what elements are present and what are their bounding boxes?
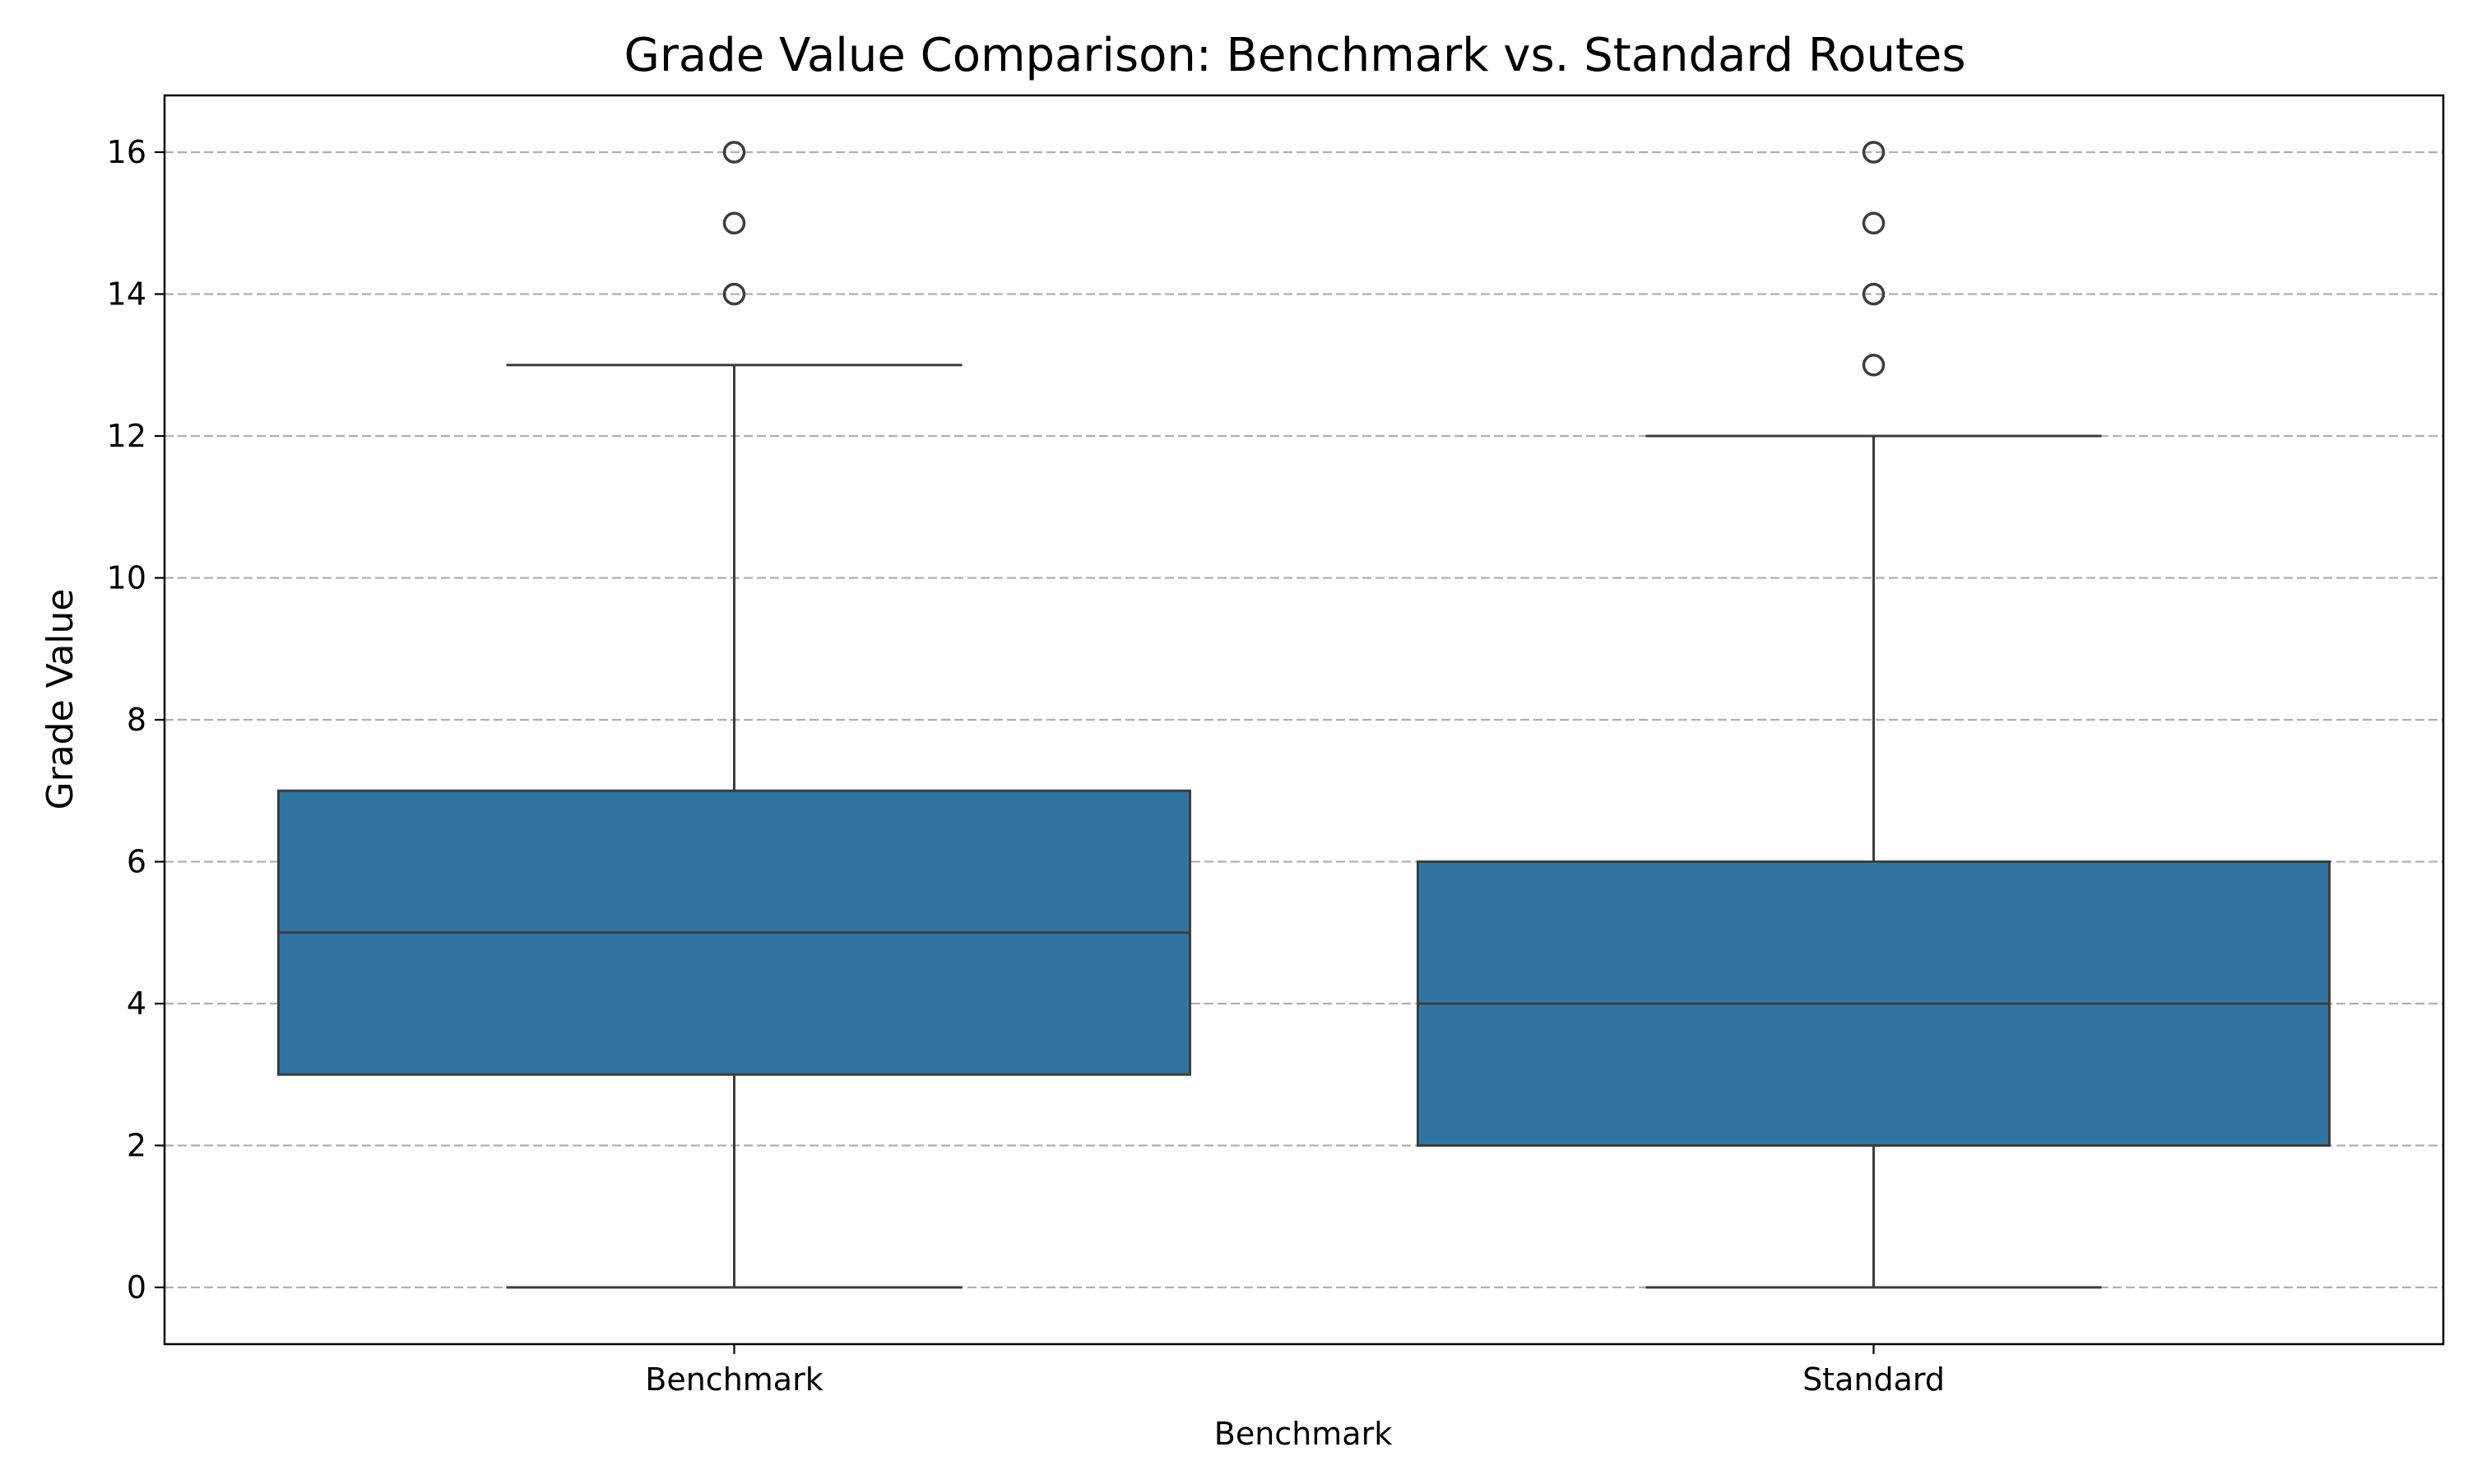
y-tick-label: 16 (107, 134, 146, 170)
y-tick-label: 8 (127, 702, 146, 738)
outlier-point (722, 211, 746, 234)
outlier-point (722, 141, 746, 164)
y-tick-label: 6 (127, 844, 146, 880)
box-group-standard (1417, 141, 2331, 1289)
x-tick-label: Benchmark (645, 1361, 823, 1398)
y-tick-label: 0 (127, 1269, 146, 1305)
axes-frame (163, 94, 2445, 1346)
y-tick-label: 2 (127, 1128, 146, 1164)
outlier-point (1862, 282, 1886, 306)
y-tick-label: 10 (107, 560, 146, 596)
y-tick-label: 4 (127, 985, 146, 1022)
outlier-point (1862, 141, 1886, 164)
y-tick-label: 14 (107, 276, 146, 313)
box-group-benchmark (277, 141, 1191, 1289)
outlier-point (1862, 354, 1886, 377)
y-axis-label: Grade Value (39, 589, 81, 810)
y-tick-label: 12 (107, 418, 146, 454)
chart-title: Grade Value Comparison: Benchmark vs. St… (624, 29, 1965, 82)
data-layer (277, 141, 2331, 1289)
outlier-point (1862, 211, 1886, 234)
x-tick-label: Standard (1802, 1361, 1945, 1398)
outlier-point (722, 282, 746, 306)
x-axis-label: Benchmark (1214, 1416, 1392, 1452)
axes-layer: 0 2 4 6 8 10 12 14 16 Benchmark Standard (107, 94, 2445, 1398)
